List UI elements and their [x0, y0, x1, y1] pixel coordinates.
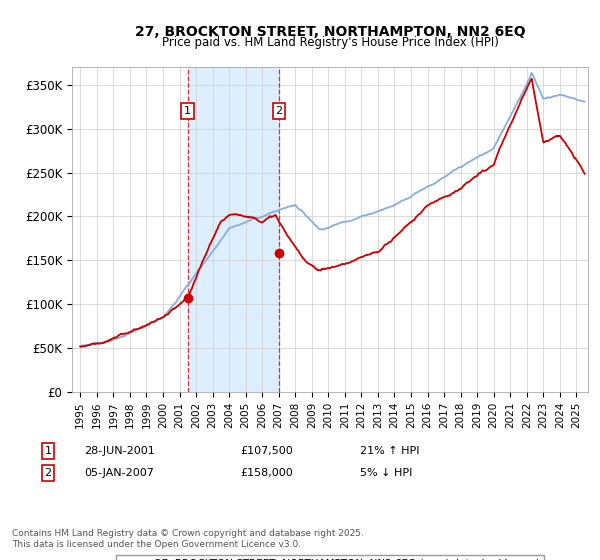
Text: 05-JAN-2007: 05-JAN-2007: [84, 468, 154, 478]
Text: 28-JUN-2001: 28-JUN-2001: [84, 446, 155, 456]
Bar: [188, 67, 279, 392]
Text: Price paid vs. HM Land Registry's House Price Index (HPI): Price paid vs. HM Land Registry's House …: [161, 36, 499, 49]
Text: £107,500: £107,500: [240, 446, 293, 456]
Text: 27, BROCKTON STREET, NORTHAMPTON, NN2 6EQ: 27, BROCKTON STREET, NORTHAMPTON, NN2 6E…: [134, 25, 526, 39]
Legend: 27, BROCKTON STREET, NORTHAMPTON, NN2 6EQ (semi-detached house), HPI: Average pr: 27, BROCKTON STREET, NORTHAMPTON, NN2 6E…: [116, 554, 544, 560]
Text: £158,000: £158,000: [240, 468, 293, 478]
Text: 1: 1: [184, 106, 191, 116]
Text: Contains HM Land Registry data © Crown copyright and database right 2025.
This d: Contains HM Land Registry data © Crown c…: [12, 529, 364, 549]
Text: 1: 1: [44, 446, 52, 456]
Text: 5% ↓ HPI: 5% ↓ HPI: [360, 468, 412, 478]
Text: 2: 2: [275, 106, 283, 116]
Text: 2: 2: [44, 468, 52, 478]
Text: 21% ↑ HPI: 21% ↑ HPI: [360, 446, 419, 456]
